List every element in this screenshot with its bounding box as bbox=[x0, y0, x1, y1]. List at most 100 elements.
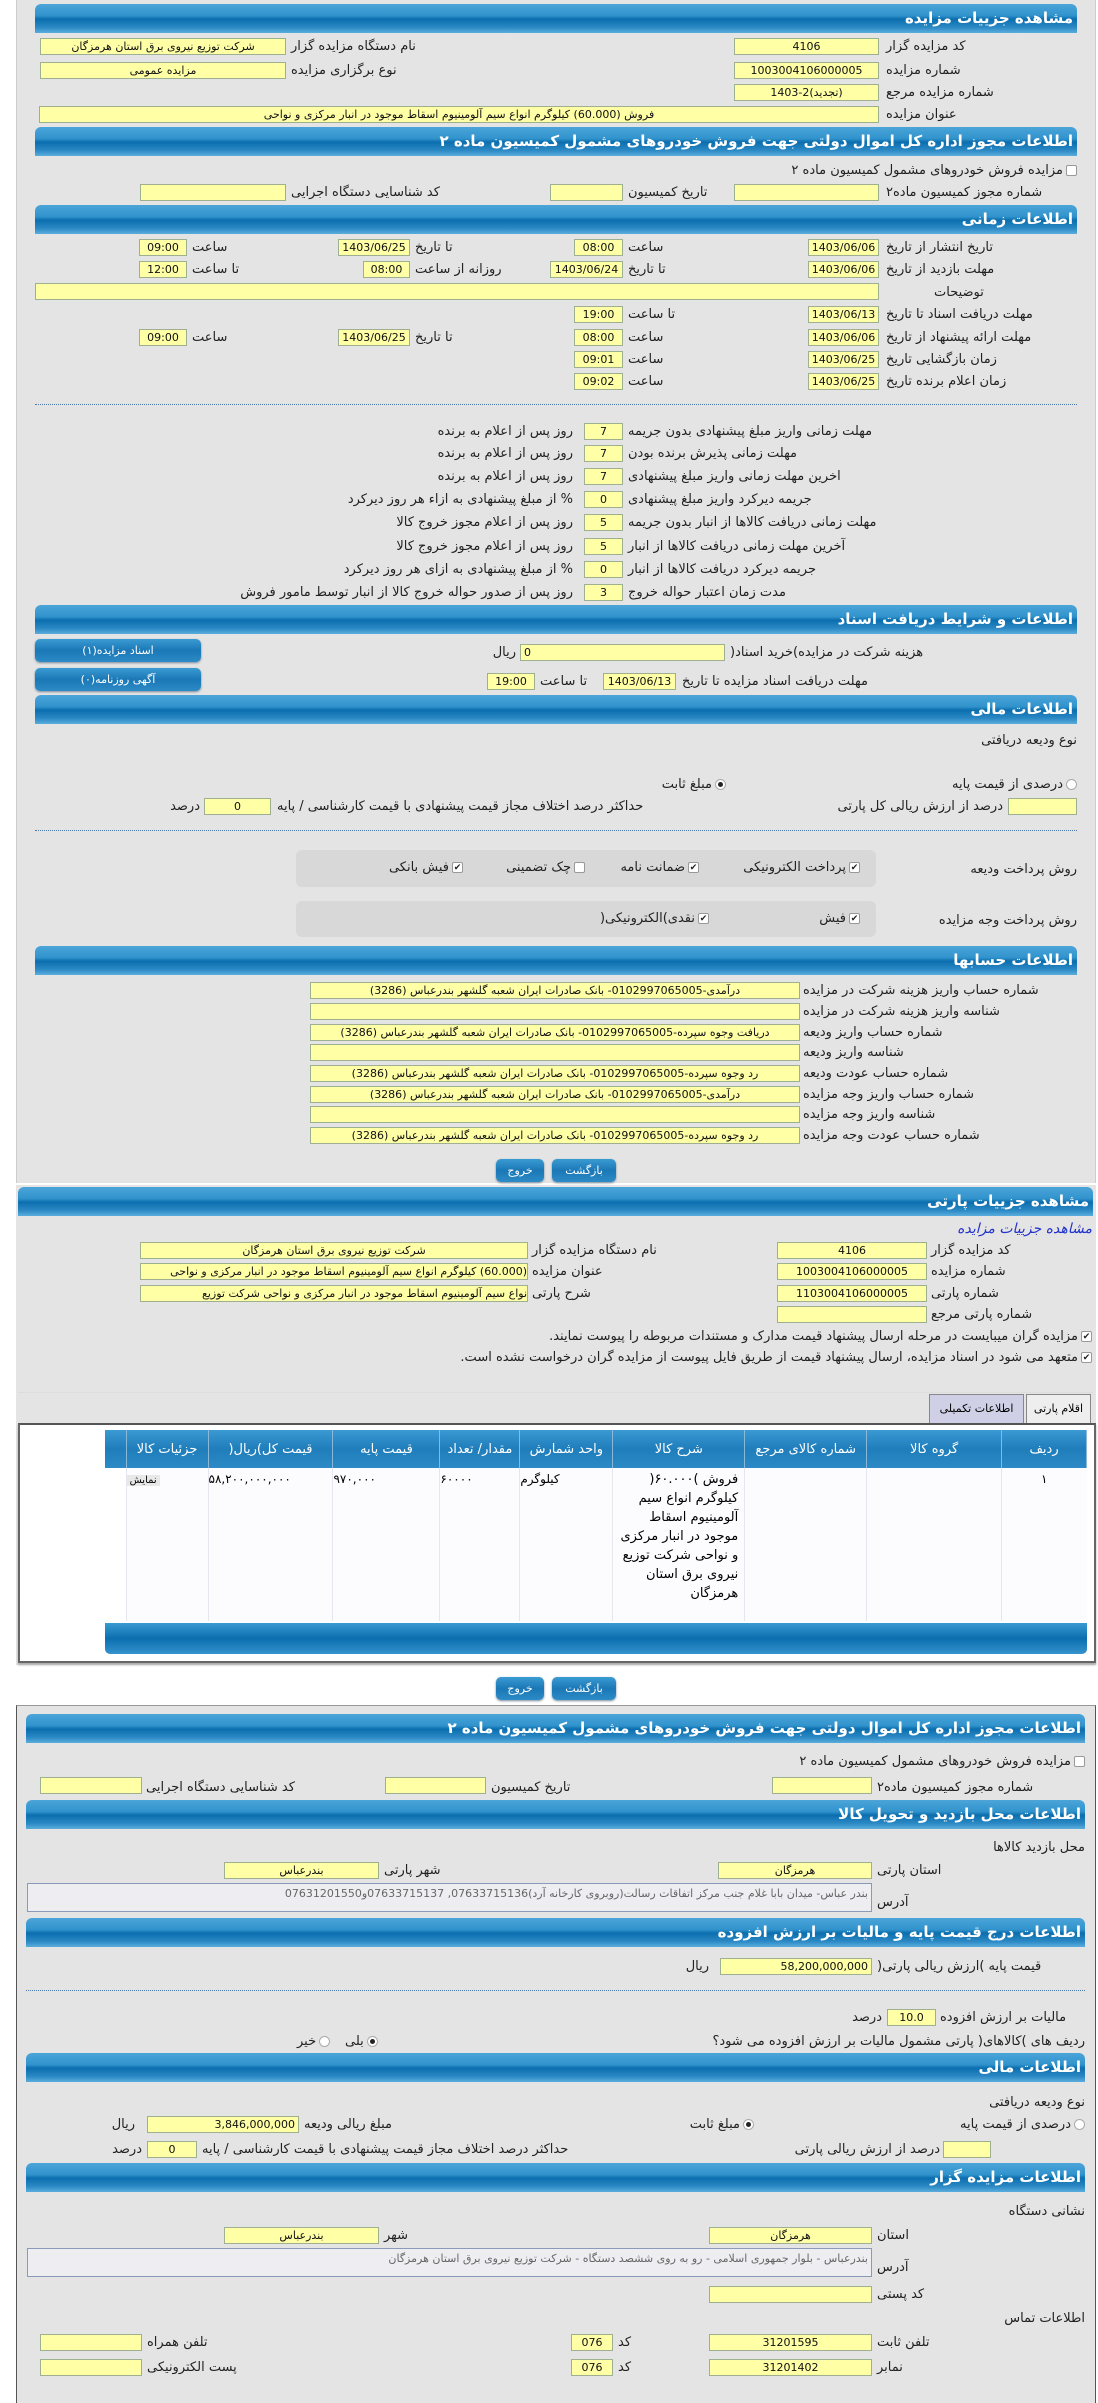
radio-selected-icon[interactable] bbox=[743, 2119, 754, 2130]
finance2-header: اطلاعات مالی bbox=[26, 2053, 1085, 2082]
account-field: رد وجوه سپرده-0102997065005- بانک صادرات… bbox=[310, 1127, 800, 1144]
deposit-method-cheque[interactable]: چک تضمینی bbox=[506, 858, 585, 878]
payment-method-slip[interactable]: ✔فیش bbox=[819, 909, 860, 929]
radio-icon[interactable] bbox=[1066, 779, 1077, 790]
to-date-label: تا تاریخ bbox=[628, 262, 666, 277]
auction-documents-button[interactable]: اسناد مزایده(۱) bbox=[35, 639, 201, 662]
reference-number-label: شماره مزایده مرجع bbox=[886, 85, 994, 100]
radio-icon[interactable] bbox=[319, 2036, 331, 2047]
checkbox-icon[interactable] bbox=[1074, 1756, 1085, 1767]
vat-question: ردیف های )کالاهای( پارتی مشمول مالیات بر… bbox=[712, 2034, 1085, 2049]
radio-fixed[interactable]: مبلغ ثابت bbox=[662, 775, 726, 795]
col-details: جزئیات کالا bbox=[126, 1430, 209, 1468]
vat-no-radio[interactable]: خیر bbox=[297, 2032, 331, 2052]
show-details-button[interactable]: نمایش bbox=[126, 1475, 160, 1486]
vat-label: مالیات بر ارزش افزوده bbox=[940, 2010, 1067, 2025]
deposit-method-electronic[interactable]: ✔پرداخت الکترونیکی bbox=[743, 858, 860, 878]
no-attachment-checkbox[interactable]: ✔متعهد می شود در اسناد مزایده، ارسال پیش… bbox=[460, 1348, 1092, 1368]
radio-selected-icon[interactable] bbox=[715, 779, 726, 790]
table-footer-bar bbox=[105, 1623, 1087, 1654]
tab-party-items[interactable]: اقلام پارتی bbox=[1026, 1394, 1091, 1423]
time-label: ساعت bbox=[628, 352, 664, 367]
attach-documents-checkbox[interactable]: ✔مزایده گران میبایست در مرحله ارسال پیشن… bbox=[549, 1327, 1092, 1347]
checkbox-checked-icon[interactable]: ✔ bbox=[688, 862, 699, 873]
phone-code-field: 076 bbox=[571, 2334, 613, 2351]
deposit-method-guarantee[interactable]: ✔ضمانت نامه bbox=[620, 858, 699, 878]
docs-to-time: 19:00 bbox=[574, 306, 623, 323]
base-price-label: قیمت پایه )ارزش ریالی پارتی( bbox=[877, 1959, 1042, 1974]
payment-method-cash[interactable]: ✔نقدی)الکترونیکی( bbox=[600, 909, 709, 929]
visit-from-time: 08:00 bbox=[363, 261, 410, 278]
newspaper-ad-button[interactable]: آگهی روزنامه(۰) bbox=[35, 668, 201, 691]
option-label: ضمانت نامه bbox=[620, 860, 685, 875]
cell-unit: کیلوگرم bbox=[519, 1468, 613, 1621]
permit-checkbox[interactable]: مزایده فروش خودروهای مشمول کمیسیون ماده … bbox=[791, 161, 1077, 181]
checkbox-icon[interactable] bbox=[1066, 165, 1077, 176]
cell-reference bbox=[744, 1468, 867, 1621]
party-auction-number: 1003004106000005 bbox=[777, 1263, 927, 1280]
vat-yes-radio[interactable]: بلی bbox=[345, 2032, 378, 2052]
radio-selected-icon[interactable] bbox=[366, 2036, 378, 2047]
checkbox-checked-icon[interactable]: ✔ bbox=[1081, 1331, 1092, 1342]
col-quantity: مقدار/ تعداد bbox=[439, 1430, 521, 1468]
deposit-type-label: نوع ودیعه دریافتی bbox=[989, 2095, 1085, 2110]
deadline-suffix: % از مبلغ پیشنهادی به ازای هر روز دیرکرد bbox=[343, 562, 573, 577]
auction-type-field: مزایده عمومی bbox=[40, 62, 286, 79]
visit-to-date: 1403/06/24 bbox=[550, 261, 623, 278]
exit-button[interactable]: خروج bbox=[496, 1159, 544, 1182]
option-label: نقدی)الکترونیکی( bbox=[599, 911, 695, 926]
lower-permit-header: اطلاعات مجوز اداره کل اموال دولتی جهت فر… bbox=[26, 1714, 1085, 1743]
checkbox-checked-icon[interactable]: ✔ bbox=[452, 862, 463, 873]
col-total-price: قیمت کل)ریال( bbox=[208, 1430, 334, 1468]
radio-label: بلی bbox=[345, 2034, 364, 2049]
checkbox-checked-icon[interactable]: ✔ bbox=[698, 913, 709, 924]
account-label: شناسه واریز ودیعه bbox=[803, 1045, 904, 1060]
auction-title-label: عنوان مزایده bbox=[886, 107, 957, 122]
checkbox-checked-icon[interactable]: ✔ bbox=[849, 862, 860, 873]
party-auction-number-label: شماره مزایده bbox=[931, 1264, 1006, 1279]
back-button[interactable]: بازگشت bbox=[552, 1159, 616, 1182]
radio-percent[interactable]: درصدی از قیمت پایه bbox=[960, 2115, 1085, 2135]
deadline-suffix: روز پس از اعلام مجوز خروج کالا bbox=[396, 515, 573, 530]
percent-label: درصد از ارزش ریالی پارتی bbox=[794, 2142, 940, 2157]
deadline-value: 7 bbox=[584, 423, 623, 440]
deposit-method-bank-slip[interactable]: ✔فیش بانکی bbox=[389, 858, 463, 878]
price-header: اطلاعات درج قیمت پایه و مالیات بر ارزش ا… bbox=[26, 1918, 1085, 1947]
auction-number-label: شماره مزایده bbox=[886, 63, 961, 78]
account-label: شماره حساب واریز وجه مزایده bbox=[803, 1087, 975, 1102]
exit-button[interactable]: خروج bbox=[496, 1677, 544, 1700]
account-label: شماره حساب واریز هزینه شرکت در مزایده bbox=[803, 983, 1039, 998]
deadline-label: مهلت زمانی دریافت کالاها از انبار بدون ج… bbox=[628, 515, 877, 530]
party-number-label: شماره پارتی bbox=[931, 1286, 999, 1301]
deadline-suffix: % از مبلغ پیشنهادی به ازاء هر روز دیرکرد bbox=[347, 492, 573, 507]
col-reference: شماره کالای مرجع bbox=[744, 1430, 868, 1468]
executive-code-field bbox=[140, 184, 286, 201]
lower-executive-code-label: کد شناسایی دستگاه اجرایی bbox=[146, 1780, 295, 1795]
mobile-label: تلفن همراه bbox=[147, 2335, 208, 2350]
radio-percent[interactable]: درصدی از قیمت پایه bbox=[952, 775, 1077, 795]
checkbox-icon[interactable] bbox=[574, 862, 585, 873]
percent-field bbox=[1008, 798, 1077, 815]
radio-icon[interactable] bbox=[1074, 2119, 1085, 2130]
docs-deadline-label: مهلت دریافت اسناد تا تاریخ bbox=[886, 307, 1033, 322]
back-button[interactable]: بازگشت bbox=[552, 1677, 616, 1700]
offer-label: مهلت ارائه پیشنهاد از تاریخ bbox=[886, 330, 1032, 345]
auctioneer-header: اطلاعات مزایده گزار bbox=[26, 2163, 1085, 2192]
party-number: 1103004106000005 bbox=[777, 1285, 927, 1302]
checkbox-label: مزایده گران میبایست در مرحله ارسال پیشنه… bbox=[549, 1329, 1078, 1344]
lower-commission-date bbox=[385, 1777, 486, 1794]
to-time-label: تا ساعت bbox=[192, 262, 240, 277]
auction-details-link[interactable]: مشاهده جزییات مزایده bbox=[957, 1221, 1092, 1237]
max-diff-field: 0 bbox=[147, 2141, 197, 2158]
tab-supplementary-info[interactable]: اطلاعات تکمیلی bbox=[929, 1394, 1024, 1423]
radio-fixed[interactable]: مبلغ ثابت bbox=[690, 2115, 754, 2135]
visit-from-date: 1403/06/06 bbox=[808, 261, 879, 278]
checkbox-checked-icon[interactable]: ✔ bbox=[1081, 1352, 1092, 1363]
visit-address-label: آدرس bbox=[877, 1895, 909, 1910]
checkbox-label: متعهد می شود در اسناد مزایده، ارسال پیشن… bbox=[460, 1350, 1078, 1365]
time-label: ساعت bbox=[628, 330, 664, 345]
percent-unit: درصد bbox=[112, 2142, 142, 2157]
divider bbox=[18, 1392, 1093, 1393]
lower-permit-checkbox[interactable]: مزایده فروش خودروهای مشمول کمیسیون ماده … bbox=[799, 1752, 1085, 1772]
checkbox-checked-icon[interactable]: ✔ bbox=[849, 913, 860, 924]
